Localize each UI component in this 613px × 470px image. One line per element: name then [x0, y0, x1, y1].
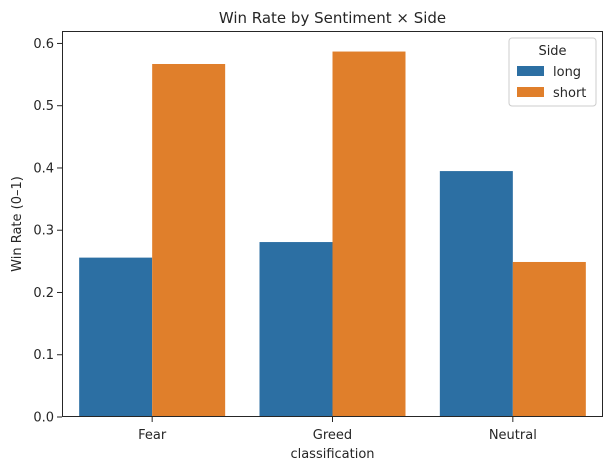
x-tick-label: Neutral: [489, 428, 537, 443]
x-tick-label: Greed: [313, 428, 352, 443]
y-tick-label: 0.5: [33, 99, 54, 114]
y-tick-label: 0.6: [33, 37, 54, 52]
legend-label-long: long: [553, 65, 581, 80]
legend-swatch-short: [517, 87, 544, 97]
y-tick-label: 0.3: [33, 224, 54, 239]
y-tick-label: 0.2: [33, 286, 54, 301]
y-axis-label: Win Rate (0–1): [10, 176, 25, 272]
plot-area: [79, 51, 586, 418]
bar-long-neutral: [439, 171, 513, 417]
x-axis-label: classification: [290, 447, 374, 462]
bar-long-greed: [259, 242, 333, 417]
y-tick-label: 0.4: [33, 161, 54, 176]
bar-long-fear: [79, 257, 153, 417]
chart-title: Win Rate by Sentiment × Side: [219, 9, 446, 27]
axes-frame: [62, 31, 603, 417]
bar-short-greed: [332, 51, 406, 417]
y-tick-label: 0.1: [33, 348, 54, 363]
bar-short-fear: [152, 63, 226, 418]
bar-short-neutral: [512, 261, 586, 417]
legend-title: Side: [538, 44, 566, 59]
y-tick-label: 0.0: [33, 411, 54, 426]
x-tick-label: Fear: [138, 428, 167, 443]
legend-label-short: short: [553, 86, 586, 101]
legend-swatch-long: [517, 66, 544, 76]
legend: Side long short: [508, 37, 597, 107]
